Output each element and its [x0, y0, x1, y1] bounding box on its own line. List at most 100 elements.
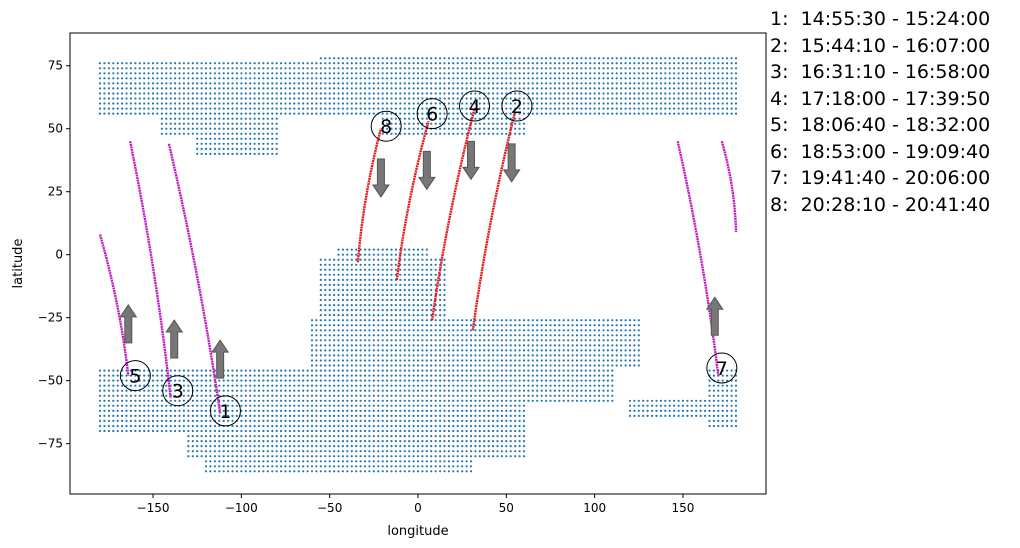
land-point [262, 82, 265, 85]
land-point [297, 384, 300, 387]
land-point [492, 455, 495, 458]
land-point [337, 364, 340, 367]
land-point [708, 72, 711, 75]
land-point [439, 329, 442, 332]
land-point [315, 329, 318, 332]
land-point [191, 67, 194, 70]
land-point [147, 374, 150, 377]
land-point [275, 112, 278, 115]
land-point [182, 62, 185, 65]
land-point [266, 107, 269, 110]
land-point [509, 319, 512, 322]
land-point [355, 424, 358, 428]
land-point [487, 404, 490, 407]
land-point [651, 57, 654, 60]
land-point [456, 414, 459, 417]
land-point [271, 379, 274, 382]
land-point [209, 67, 212, 70]
land-point [589, 394, 592, 397]
land-point [355, 293, 358, 297]
land-point [598, 389, 601, 392]
land-point [227, 152, 230, 155]
land-point [496, 379, 499, 382]
land-point [306, 384, 309, 387]
land-point [399, 374, 402, 377]
land-point [403, 122, 406, 125]
land-point [434, 319, 437, 322]
land-point [425, 324, 428, 327]
land-point [204, 414, 208, 417]
land-point [668, 92, 671, 95]
land-point [394, 293, 397, 297]
land-point [695, 97, 698, 100]
land-point [483, 374, 486, 377]
land-point [386, 268, 389, 271]
land-point [536, 67, 539, 70]
land-point [359, 424, 362, 428]
land-point [478, 329, 481, 332]
land-mask-points [98, 57, 738, 473]
land-point [174, 389, 177, 392]
land-point [209, 132, 212, 135]
land-point [151, 389, 155, 392]
land-point [509, 57, 512, 60]
land-point [439, 288, 442, 292]
land-point [386, 379, 389, 382]
land-point [403, 424, 406, 428]
land-point [704, 102, 707, 105]
land-point [121, 92, 124, 95]
land-point [288, 414, 291, 417]
land-point [575, 82, 579, 85]
land-point [447, 435, 450, 438]
land-point [439, 374, 442, 377]
land-point [390, 253, 393, 256]
land-point [165, 62, 168, 65]
land-point [681, 87, 685, 90]
land-point [390, 97, 393, 100]
land-point [174, 102, 177, 105]
land-point [443, 389, 446, 392]
land-point [200, 147, 203, 150]
land-point [439, 117, 442, 120]
land-point [416, 470, 420, 473]
land-point [399, 354, 402, 357]
land-point [235, 147, 238, 150]
land-point [284, 455, 287, 458]
land-point [302, 72, 305, 75]
land-point [165, 102, 168, 105]
land-point [231, 374, 234, 377]
land-point [235, 152, 238, 155]
land-point [562, 72, 565, 75]
land-point [425, 445, 428, 448]
land-point [204, 147, 208, 150]
land-point [147, 72, 150, 75]
land-point [293, 107, 296, 110]
land-point [138, 419, 141, 422]
land-point [505, 344, 508, 347]
land-point [319, 77, 322, 80]
land-point [394, 419, 397, 422]
land-point [222, 62, 225, 65]
land-point [319, 329, 322, 332]
land-point [465, 450, 468, 453]
land-point [227, 62, 230, 65]
land-point [310, 435, 314, 438]
land-point [178, 112, 181, 115]
land-point [112, 374, 115, 377]
land-point [266, 62, 269, 65]
land-point [584, 57, 587, 60]
land-point [231, 445, 234, 448]
land-point [355, 344, 358, 347]
land-point [328, 288, 331, 292]
land-point [637, 112, 640, 115]
land-point [359, 470, 362, 473]
land-point [222, 399, 225, 402]
land-point [434, 72, 437, 75]
land-point [549, 102, 552, 105]
land-point [386, 399, 389, 402]
land-point [355, 445, 358, 448]
land-point [487, 324, 490, 327]
land-point [443, 359, 446, 362]
land-point [377, 354, 380, 357]
land-point [377, 314, 380, 317]
